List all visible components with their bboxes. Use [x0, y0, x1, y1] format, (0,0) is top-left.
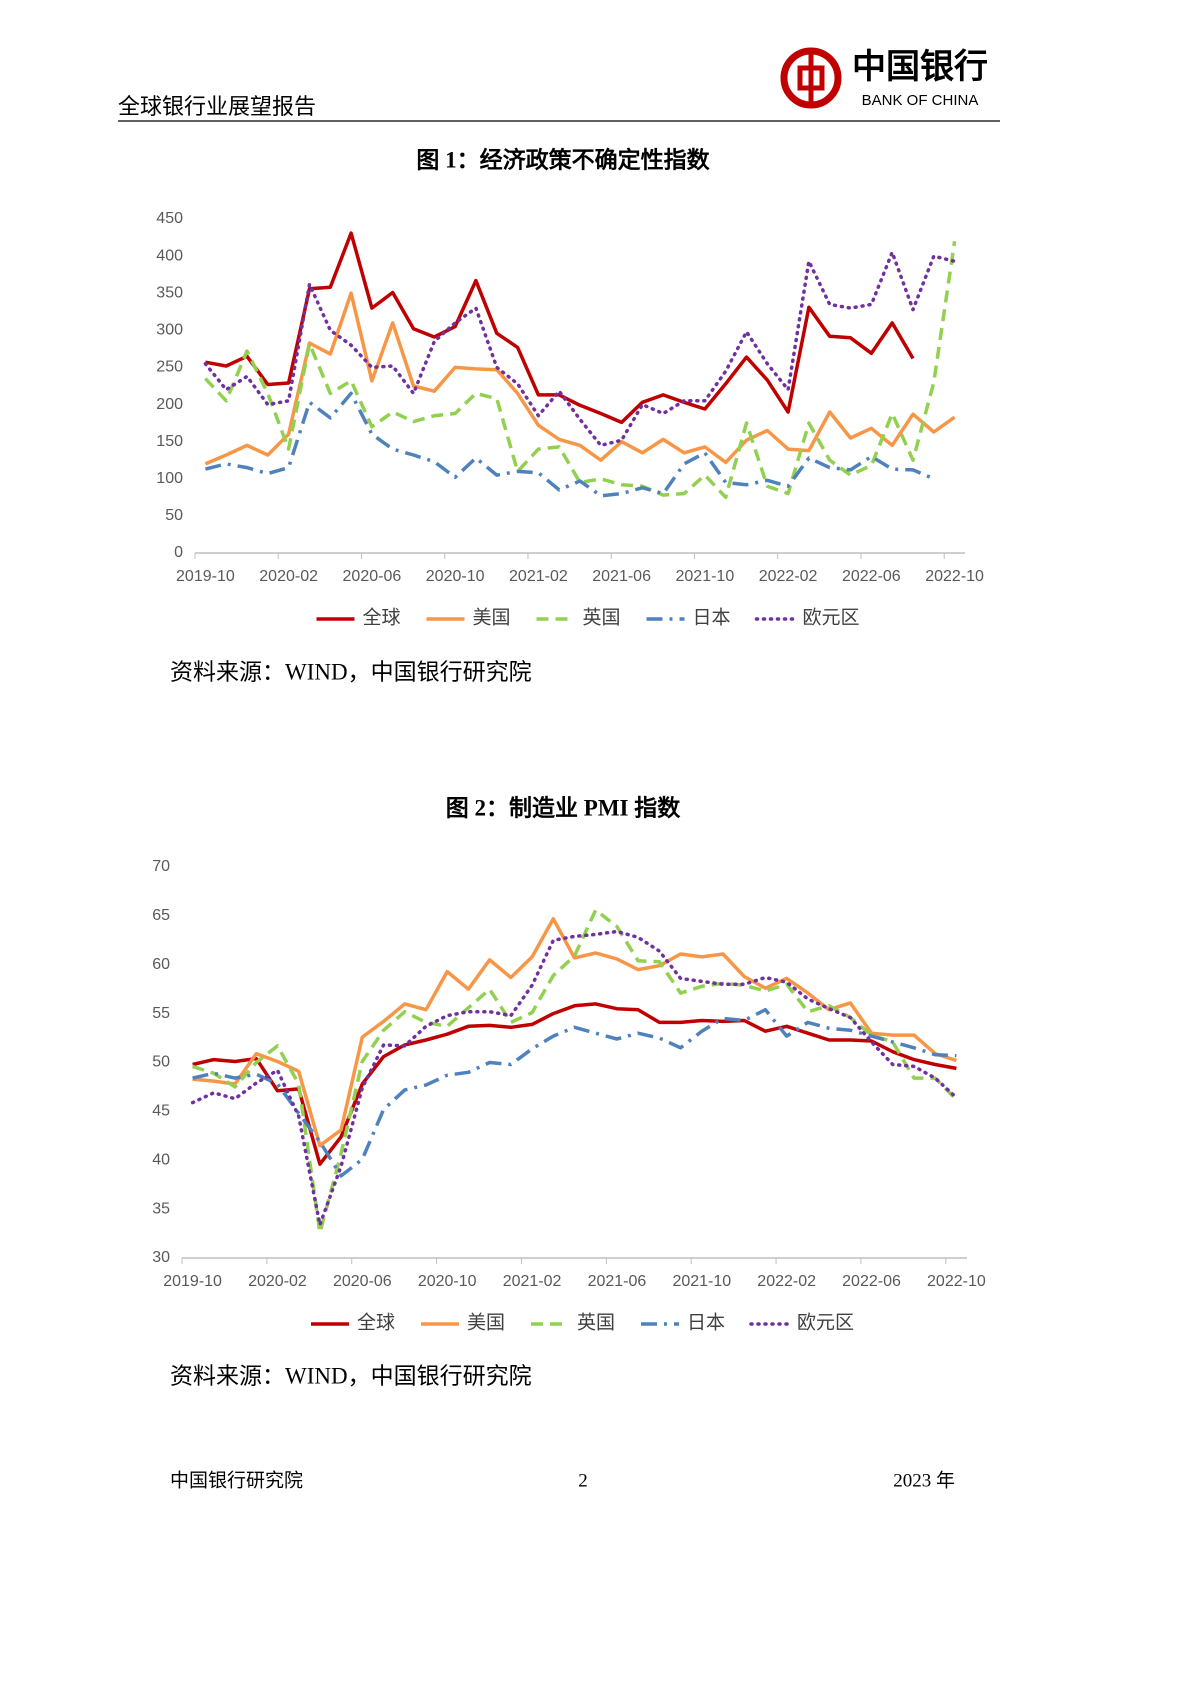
series-line	[205, 231, 915, 425]
x-tick-label: 2022-06	[842, 568, 901, 585]
x-tick-label: 2020-10	[426, 568, 485, 585]
x-tick-label: 2022-10	[925, 568, 984, 585]
chart-title: 图 1：经济政策不确定性指数	[416, 146, 710, 172]
bank-name-en: BANK OF CHINA	[862, 92, 979, 109]
x-tick-label: 2021-10	[672, 1273, 731, 1290]
y-tick-label: 30	[152, 1249, 170, 1266]
source-note: 资料来源：WIND，中国银行研究院	[170, 659, 532, 684]
x-tick-label: 2021-06	[588, 1273, 647, 1290]
legend-label: 全球	[357, 1311, 395, 1333]
y-tick-label: 400	[156, 247, 183, 264]
legend-label: 美国	[467, 1311, 505, 1333]
y-tick-label: 100	[156, 470, 183, 487]
y-tick-label: 40	[152, 1151, 170, 1168]
report-title: 全球银行业展望报告	[118, 94, 316, 119]
footer-right: 2023 年	[893, 1469, 955, 1491]
footer-left: 中国银行研究院	[170, 1469, 303, 1491]
legend-label: 美国	[473, 606, 511, 628]
x-tick-label: 2020-02	[248, 1273, 307, 1290]
series-line	[203, 250, 957, 448]
legend-label: 日本	[693, 606, 731, 628]
x-tick-label: 2022-02	[759, 568, 818, 585]
x-tick-label: 2022-06	[842, 1273, 901, 1290]
bank-name-cn: 中国银行	[852, 48, 988, 86]
y-tick-label: 65	[152, 907, 170, 924]
source-note: 资料来源：WIND，中国银行研究院	[170, 1363, 532, 1388]
y-tick-label: 35	[152, 1200, 170, 1217]
x-tick-label: 2019-10	[163, 1273, 222, 1290]
series-line	[190, 929, 959, 1227]
logo	[780, 47, 842, 109]
legend-label: 欧元区	[797, 1311, 854, 1333]
y-tick-label: 450	[156, 210, 183, 227]
x-tick-label: 2021-06	[592, 568, 651, 585]
y-tick-label: 45	[152, 1103, 170, 1120]
series-line	[204, 291, 956, 466]
y-tick-label: 50	[165, 507, 183, 524]
legend-label: 英国	[583, 606, 621, 628]
x-tick-label: 2019-10	[176, 568, 235, 585]
y-tick-label: 200	[156, 396, 183, 413]
x-tick-label: 2020-06	[333, 1273, 392, 1290]
x-tick-label: 2021-02	[509, 568, 568, 585]
x-tick-label: 2020-06	[343, 568, 402, 585]
series-line	[204, 241, 957, 500]
y-tick-label: 250	[156, 359, 183, 376]
y-tick-label: 300	[156, 322, 183, 339]
x-tick-label: 2021-02	[503, 1273, 562, 1290]
series-line	[192, 1007, 957, 1178]
x-tick-label: 2022-02	[757, 1273, 816, 1290]
series-line	[192, 1002, 957, 1166]
legend-label: 全球	[363, 606, 401, 628]
y-tick-label: 0	[174, 544, 183, 561]
y-tick-label: 350	[156, 284, 183, 301]
legend-label: 欧元区	[803, 606, 860, 628]
chart-title: 图 2：制造业 PMI 指数	[446, 795, 681, 820]
legend-label: 英国	[577, 1311, 615, 1333]
y-tick-label: 55	[152, 1005, 170, 1022]
x-tick-label: 2020-10	[418, 1273, 477, 1290]
x-tick-label: 2022-10	[927, 1273, 986, 1290]
y-tick-label: 60	[152, 956, 170, 973]
x-tick-label: 2021-10	[676, 568, 735, 585]
legend-label: 日本	[687, 1311, 725, 1333]
x-tick-label: 2020-02	[259, 568, 318, 585]
y-tick-label: 150	[156, 433, 183, 450]
y-tick-label: 50	[152, 1054, 170, 1071]
y-tick-label: 70	[152, 858, 170, 875]
series-line	[192, 908, 958, 1235]
page-number: 2	[578, 1470, 588, 1491]
series-line	[204, 391, 935, 498]
